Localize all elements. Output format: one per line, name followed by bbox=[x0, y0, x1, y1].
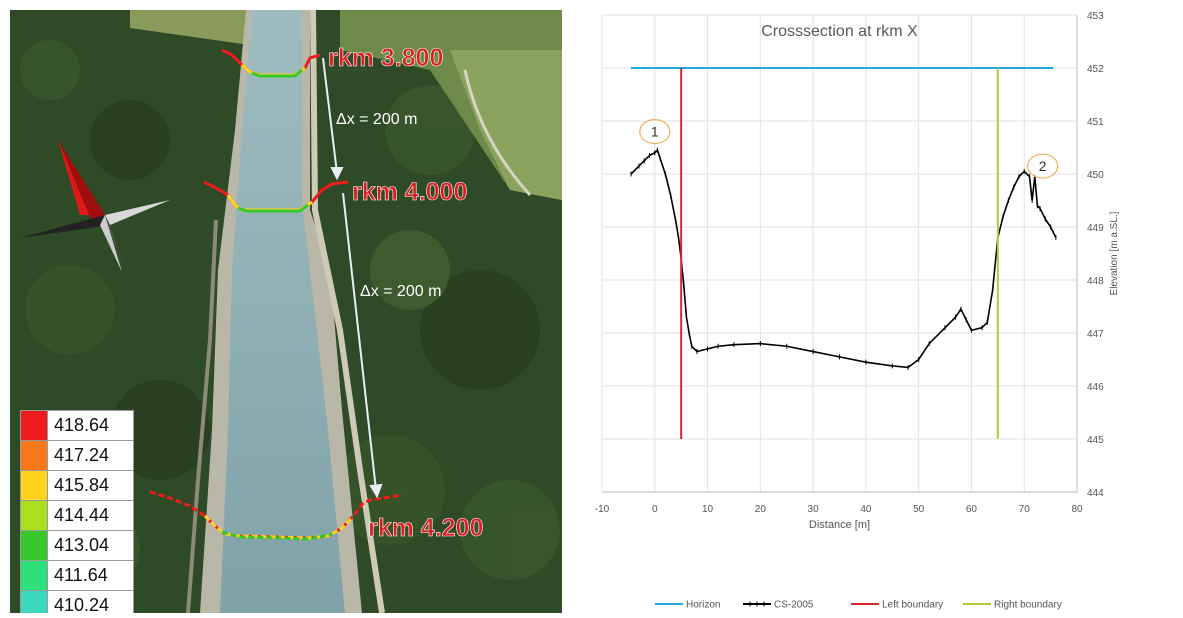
annotation-marker bbox=[1027, 153, 1059, 179]
spacing-arrows bbox=[322, 57, 383, 499]
legend-swatch bbox=[21, 561, 47, 590]
chart-title: Crosssection at rkm X bbox=[761, 23, 918, 40]
legend-value: 411.64 bbox=[47, 561, 133, 590]
legend-row: 415.84 bbox=[21, 471, 133, 501]
x-tick-label: 50 bbox=[913, 504, 925, 515]
legend-value: 410.24 bbox=[47, 591, 133, 613]
series-line-cs-2005 bbox=[630, 148, 1057, 369]
y-tick-label: 444 bbox=[1087, 488, 1104, 499]
y-tick-label: 451 bbox=[1087, 117, 1104, 128]
annotation-label: 2 bbox=[1039, 158, 1047, 174]
legend-label: Left boundary bbox=[882, 600, 943, 611]
x-tick-label: 80 bbox=[1071, 504, 1083, 515]
y-tick-label: 448 bbox=[1087, 276, 1104, 287]
legend-swatch bbox=[21, 471, 47, 500]
legend-value: 417.24 bbox=[47, 441, 133, 470]
cross-section-lines bbox=[149, 48, 403, 541]
legend-swatch bbox=[21, 531, 47, 560]
legend-row: 411.64 bbox=[21, 561, 133, 591]
x-tick-label: 70 bbox=[1019, 504, 1031, 515]
x-tick-label: 20 bbox=[755, 504, 767, 515]
legend-label: Horizon bbox=[686, 600, 720, 611]
x-tick-label: -10 bbox=[595, 504, 610, 515]
legend-row: 413.04 bbox=[21, 531, 133, 561]
annotation-marker bbox=[639, 119, 671, 145]
legend-row: 417.24 bbox=[21, 441, 133, 471]
y-tick-label: 450 bbox=[1087, 170, 1104, 181]
compass-icon bbox=[20, 140, 170, 273]
x-axis-label: Distance [m] bbox=[809, 519, 870, 531]
aerial-map: rkm 3.800 rkm 4.000 rkm 4.200 Δx = 200 m… bbox=[10, 10, 562, 613]
y-tick-label: 445 bbox=[1087, 435, 1104, 446]
annotation-label: 1 bbox=[651, 124, 659, 140]
legend-value: 413.04 bbox=[47, 531, 133, 560]
legend-row: 410.24 bbox=[21, 591, 133, 613]
legend-row: 418.64 bbox=[21, 411, 133, 441]
y-axis-label: Elevation [m a.SL.] bbox=[1109, 211, 1120, 295]
section-label-1: rkm 3.800 bbox=[328, 44, 443, 72]
y-tick-label: 449 bbox=[1087, 223, 1104, 234]
y-tick-label: 446 bbox=[1087, 382, 1104, 393]
x-tick-label: 40 bbox=[860, 504, 872, 515]
spacing-label-1: Δx = 200 m bbox=[336, 111, 417, 128]
legend-swatch bbox=[21, 591, 47, 613]
legend-swatch bbox=[21, 411, 47, 440]
x-tick-label: 60 bbox=[966, 504, 978, 515]
aerial-image: rkm 3.800 rkm 4.000 rkm 4.200 Δx = 200 m… bbox=[10, 10, 562, 613]
legend-row: 414.44 bbox=[21, 501, 133, 531]
legend-value: 414.44 bbox=[47, 501, 133, 530]
y-tick-label: 452 bbox=[1087, 64, 1104, 75]
elevation-legend: 418.64 417.24 415.84 414.44 413.04 411.64 410.… bbox=[20, 410, 134, 613]
x-tick-label: 30 bbox=[808, 504, 820, 515]
legend-swatch bbox=[21, 501, 47, 530]
legend-label: Right boundary bbox=[994, 600, 1062, 611]
chart-svg: -10 0 10 20 30 40 50 60 70 80 444 445 446 447 448 449 45… bbox=[595, 11, 1120, 611]
y-tick-label: 453 bbox=[1087, 11, 1104, 22]
legend-label: CS-2005 bbox=[774, 600, 814, 611]
legend-swatch bbox=[21, 441, 47, 470]
legend-value: 418.64 bbox=[47, 411, 133, 440]
legend-value: 415.84 bbox=[47, 471, 133, 500]
x-tick-label: 10 bbox=[702, 504, 714, 515]
section-label-2: rkm 4.000 bbox=[352, 178, 467, 206]
spacing-label-2: Δx = 200 m bbox=[360, 283, 441, 300]
cross-section-chart: -10 0 10 20 30 40 50 60 70 80 444 445 446 447 448 449 45… bbox=[570, 0, 1183, 613]
x-tick-label: 0 bbox=[652, 504, 658, 515]
section-label-3: rkm 4.200 bbox=[368, 514, 483, 542]
y-tick-label: 447 bbox=[1087, 329, 1104, 340]
